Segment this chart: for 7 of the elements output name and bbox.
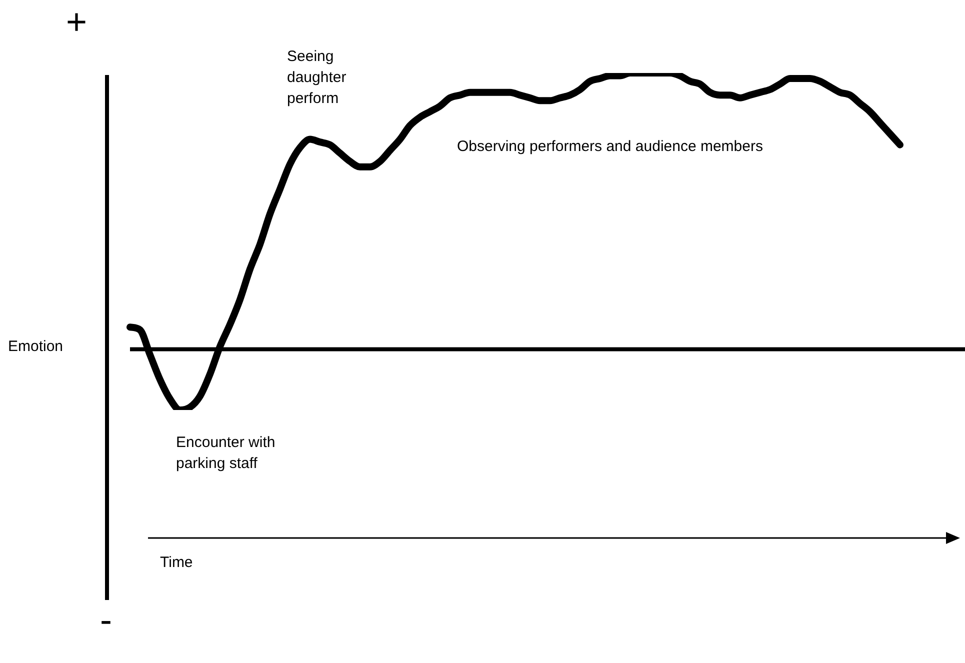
y-axis-title: Emotion xyxy=(8,337,64,357)
annotation: Observing performers and audience members xyxy=(457,137,763,157)
text: + xyxy=(66,1,88,42)
annotation: Seeing daughter perform xyxy=(287,47,348,109)
text: Encounter with parking staff xyxy=(176,433,276,474)
text: Time xyxy=(160,553,193,573)
text: - xyxy=(100,599,112,640)
